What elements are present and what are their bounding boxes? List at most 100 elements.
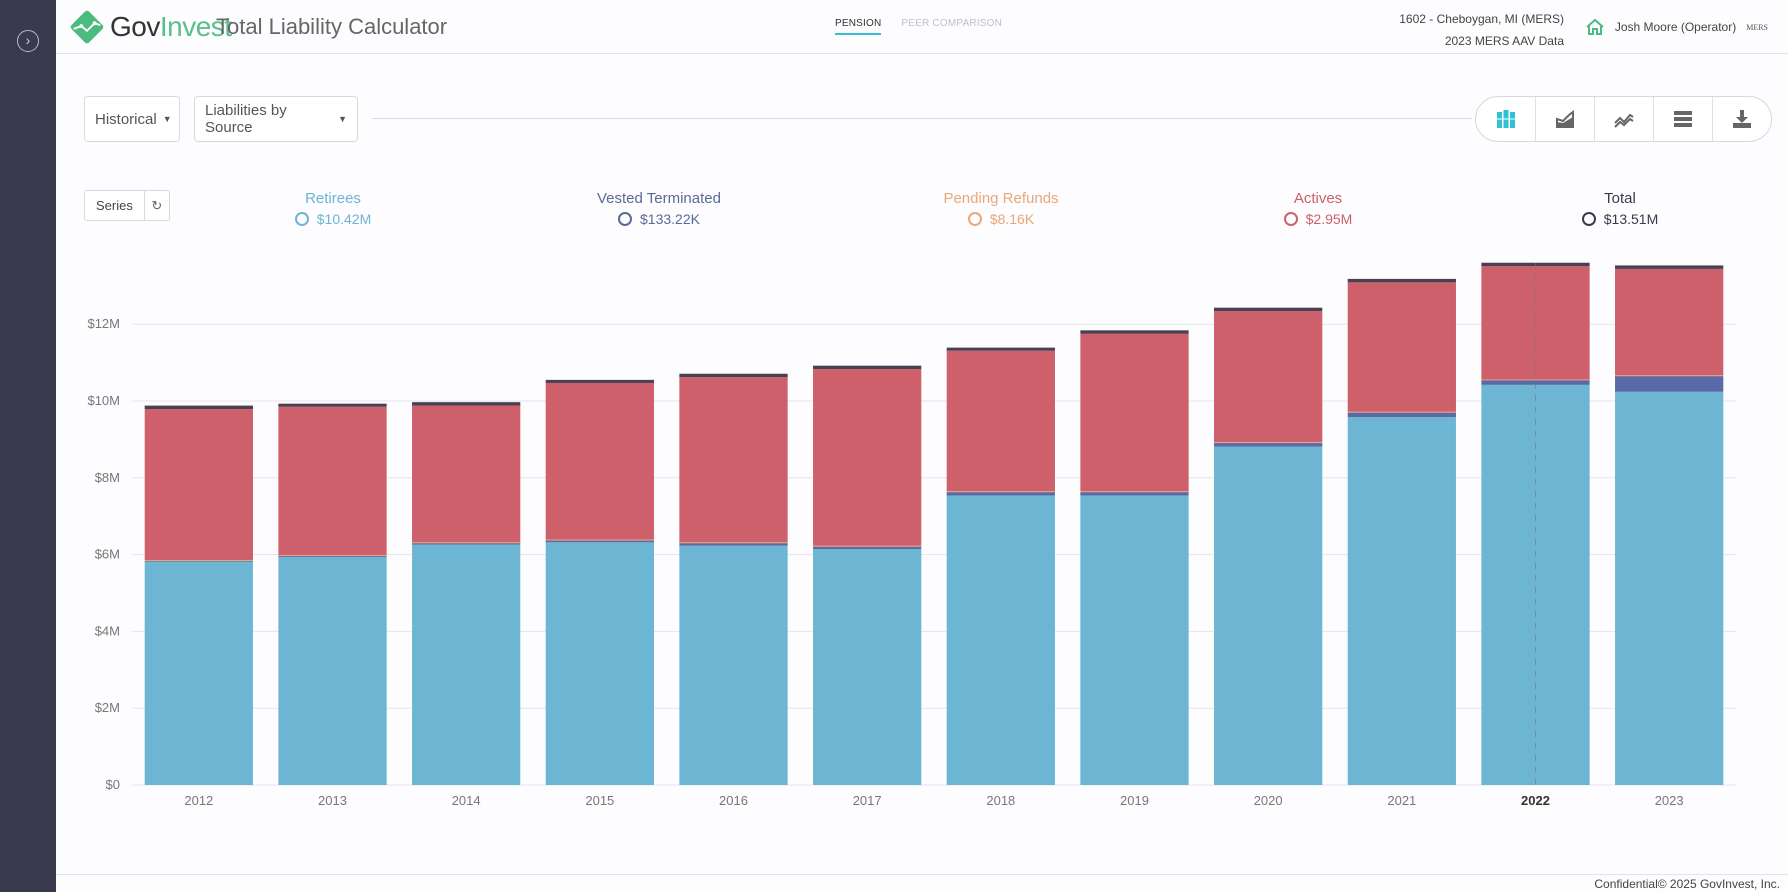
bar-segment-pending-refunds[interactable] — [1080, 491, 1189, 493]
bar-segment-retirees[interactable] — [278, 556, 387, 785]
logo[interactable]: GovInvest — [68, 8, 232, 46]
bar-segment-vested-terminated[interactable] — [1080, 491, 1189, 496]
bar-segment-actives[interactable] — [1347, 282, 1456, 412]
download-button[interactable] — [1712, 97, 1771, 141]
bar-segment-other[interactable] — [1214, 307, 1323, 312]
bar-segment-other[interactable] — [813, 365, 922, 370]
view-dropdown[interactable]: Liabilities by Source ▼ — [194, 96, 358, 142]
bar-segment-retirees[interactable] — [1214, 446, 1323, 785]
bar-segment-actives[interactable] — [813, 369, 922, 546]
bar-segment-retirees[interactable] — [545, 542, 654, 785]
bar-segment-other[interactable] — [545, 379, 654, 383]
bar-segment-vested-terminated[interactable] — [679, 542, 788, 546]
bar-segment-retirees[interactable] — [679, 545, 788, 785]
legend-label: Vested Terminated — [597, 190, 721, 207]
bar-segment-vested-terminated[interactable] — [1347, 412, 1456, 418]
bar-segment-vested-terminated[interactable] — [813, 546, 922, 550]
view-dropdown-label: Liabilities by Source — [205, 102, 287, 136]
y-tick-label: $2M — [95, 700, 120, 715]
client-info[interactable]: 1602 - Cheboygan, MI (MERS) 2023 MERS AA… — [1399, 8, 1564, 52]
bar-segment-other[interactable] — [412, 402, 521, 406]
bar-segment-pending-refunds[interactable] — [1481, 379, 1590, 381]
bar-segment-retirees[interactable] — [144, 561, 253, 785]
line-chart-button[interactable] — [1594, 97, 1653, 141]
stacked-bar-button[interactable] — [1476, 97, 1535, 141]
bar-segment-vested-terminated[interactable] — [1615, 375, 1724, 392]
bar-segment-other[interactable] — [144, 405, 253, 410]
legend-item-actives[interactable]: Actives $2.95M — [1270, 190, 1366, 227]
bar-segment-retirees[interactable] — [412, 544, 521, 785]
bar-segment-actives[interactable] — [1080, 333, 1189, 492]
y-tick-label: $6M — [95, 547, 120, 562]
bar-segment-retirees[interactable] — [1347, 417, 1456, 785]
bar-segment-pending-refunds[interactable] — [278, 554, 387, 556]
bar-segment-other[interactable] — [1347, 278, 1456, 283]
bar-segment-other[interactable] — [1080, 330, 1189, 334]
bar-segment-actives[interactable] — [679, 377, 788, 543]
bar-segment-other[interactable] — [278, 403, 387, 407]
legend-circle-icon — [1283, 212, 1298, 226]
bar-segment-other[interactable] — [679, 373, 788, 378]
bar-segment-actives[interactable] — [545, 382, 654, 540]
bar-segment-actives[interactable] — [1214, 311, 1323, 443]
legend-label: Actives — [1293, 190, 1343, 207]
tab-pension[interactable]: PENSION — [835, 18, 882, 35]
series-button[interactable]: Series — [85, 191, 145, 220]
bar-segment-pending-refunds[interactable] — [545, 539, 654, 541]
bar-segment-other[interactable] — [1615, 265, 1724, 269]
legend-item-vested-terminated[interactable]: Vested Terminated $133.22K — [589, 190, 729, 227]
legend-value: $133.22K — [640, 211, 700, 227]
table-view-button[interactable] — [1653, 97, 1712, 141]
reset-icon[interactable]: ↻ — [151, 198, 163, 213]
bar-segment-vested-terminated[interactable] — [278, 555, 387, 557]
y-tick-label: $12M — [87, 316, 120, 331]
bar-segment-vested-terminated[interactable] — [1481, 379, 1590, 385]
home-icon[interactable] — [1585, 18, 1605, 36]
controls-bar: Historical ▼ Liabilities by Source ▼ — [84, 96, 1772, 142]
bar-segment-pending-refunds[interactable] — [1347, 411, 1456, 413]
bar-segment-pending-refunds[interactable] — [946, 491, 1055, 493]
x-tick-label: 2021 — [1387, 793, 1416, 808]
y-tick-label: $8M — [95, 470, 120, 485]
user-name[interactable]: Josh Moore (Operator) — [1614, 20, 1737, 34]
bar-segment-pending-refunds[interactable] — [1214, 442, 1323, 444]
legend-value: $2.95M — [1305, 211, 1353, 227]
bar-segment-retirees[interactable] — [1615, 391, 1724, 785]
caret-down-icon: ▼ — [162, 114, 172, 124]
chevron-right-circle-icon[interactable]: › — [17, 30, 39, 52]
bar-segment-pending-refunds[interactable] — [813, 545, 922, 547]
main-tabs: PENSION PEER COMPARISON — [835, 18, 1002, 35]
bar-segment-retirees[interactable] — [1481, 384, 1590, 785]
legend-item-retirees[interactable]: Retirees $10.42M — [277, 190, 389, 227]
bar-segment-actives[interactable] — [278, 406, 387, 555]
bar-segment-pending-refunds[interactable] — [144, 559, 253, 561]
logo-invest: Invest — [159, 11, 232, 42]
bar-segment-retirees[interactable] — [813, 549, 922, 785]
legend-item-pending-refunds[interactable]: Pending Refunds $8.16K — [935, 190, 1067, 227]
bar-segment-pending-refunds[interactable] — [1615, 375, 1724, 377]
area-chart-button[interactable] — [1535, 97, 1594, 141]
bar-segment-other[interactable] — [946, 347, 1055, 351]
bar-segment-actives[interactable] — [412, 405, 521, 543]
bar-segment-retirees[interactable] — [946, 495, 1055, 785]
bar-segment-actives[interactable] — [946, 350, 1055, 492]
bar-segment-pending-refunds[interactable] — [412, 542, 521, 544]
tab-peer-comparison[interactable]: PEER COMPARISON — [901, 18, 1003, 29]
legend-label: Retirees — [305, 190, 361, 207]
bar-segment-actives[interactable] — [144, 409, 253, 560]
bar-segment-vested-terminated[interactable] — [946, 491, 1055, 496]
period-dropdown[interactable]: Historical ▼ — [84, 96, 180, 142]
stacked-bar-icon — [1496, 110, 1515, 128]
bar-segment-pending-refunds[interactable] — [679, 542, 788, 544]
user-area: Josh Moore (Operator) MERS — [1585, 18, 1768, 36]
bar-segment-vested-terminated[interactable] — [545, 540, 654, 543]
logo-gov: Gov — [110, 11, 160, 42]
bar-segment-vested-terminated[interactable] — [412, 542, 521, 545]
x-tick-label: 2019 — [1120, 793, 1149, 808]
bar-segment-retirees[interactable] — [1080, 495, 1189, 785]
footer: Confidential© 2025 GovInvest, Inc. — [56, 874, 1788, 892]
legend-item-total[interactable]: Total $13.51M — [1572, 190, 1668, 227]
x-tick-label: 2020 — [1254, 793, 1283, 808]
bar-segment-vested-terminated[interactable] — [1214, 442, 1323, 447]
bar-segment-actives[interactable] — [1615, 268, 1724, 376]
